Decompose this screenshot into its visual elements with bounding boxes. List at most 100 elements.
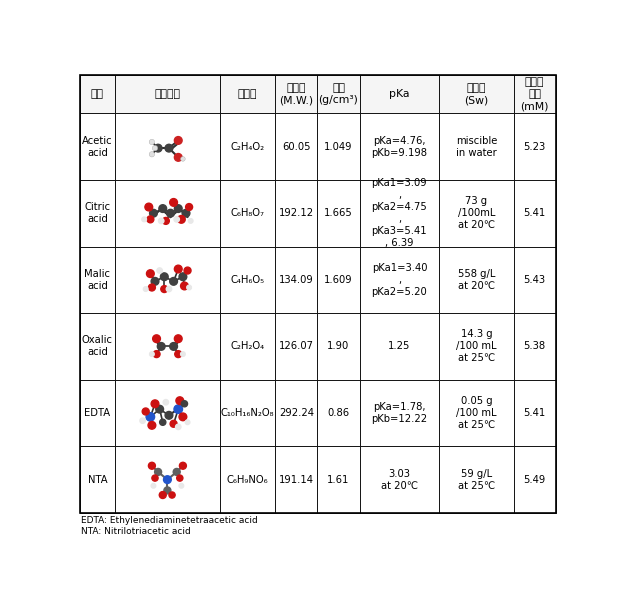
- Text: C₆H₈O₇: C₆H₈O₇: [231, 208, 265, 218]
- Text: 134.09: 134.09: [279, 275, 314, 285]
- Bar: [317, 446, 360, 513]
- Bar: [80, 75, 115, 114]
- Text: NTA: NTA: [87, 475, 107, 484]
- Text: 73 g
/100mL
at 20℃: 73 g /100mL at 20℃: [458, 196, 495, 230]
- Circle shape: [151, 400, 159, 408]
- Text: 5.41: 5.41: [523, 208, 546, 218]
- Bar: [275, 446, 317, 513]
- Bar: [317, 75, 360, 114]
- Bar: [440, 114, 513, 180]
- Circle shape: [156, 405, 164, 413]
- Bar: [220, 180, 275, 246]
- Bar: [275, 114, 317, 180]
- Circle shape: [179, 273, 187, 281]
- Bar: [220, 114, 275, 180]
- Circle shape: [157, 268, 162, 273]
- Text: 192.12: 192.12: [279, 208, 314, 218]
- Bar: [440, 446, 513, 513]
- Circle shape: [174, 217, 179, 222]
- Circle shape: [170, 199, 177, 207]
- Text: 1.61: 1.61: [327, 475, 350, 484]
- Bar: [513, 380, 556, 446]
- Bar: [80, 114, 115, 180]
- Text: 292.24: 292.24: [279, 408, 314, 418]
- Bar: [317, 313, 360, 380]
- Bar: [80, 313, 115, 380]
- Circle shape: [170, 277, 177, 285]
- Circle shape: [175, 351, 182, 358]
- Text: pKa: pKa: [389, 89, 410, 99]
- Text: 분자식: 분자식: [238, 89, 257, 99]
- Circle shape: [169, 492, 175, 498]
- Text: 1.25: 1.25: [388, 341, 410, 352]
- Circle shape: [179, 462, 187, 469]
- Circle shape: [164, 476, 171, 483]
- Bar: [275, 75, 317, 114]
- Circle shape: [185, 204, 193, 211]
- Text: 191.14: 191.14: [279, 475, 314, 484]
- Circle shape: [148, 422, 156, 429]
- Bar: [220, 313, 275, 380]
- Circle shape: [163, 399, 169, 405]
- Circle shape: [151, 277, 159, 285]
- Text: 5.49: 5.49: [523, 475, 546, 484]
- Bar: [220, 380, 275, 446]
- Circle shape: [177, 216, 185, 223]
- Text: 분자량
(M.W.): 분자량 (M.W.): [280, 83, 314, 105]
- Bar: [115, 313, 220, 380]
- Bar: [440, 75, 513, 114]
- Circle shape: [174, 205, 182, 213]
- Text: C₂H₂O₄: C₂H₂O₄: [231, 341, 265, 352]
- Circle shape: [166, 286, 172, 292]
- Circle shape: [152, 475, 158, 481]
- Circle shape: [174, 335, 182, 342]
- Bar: [317, 380, 360, 446]
- Bar: [220, 246, 275, 313]
- Circle shape: [161, 286, 168, 292]
- Bar: [317, 246, 360, 313]
- Bar: [317, 180, 360, 246]
- Circle shape: [175, 424, 181, 429]
- Text: 0.05 g
/100 mL
at 25℃: 0.05 g /100 mL at 25℃: [456, 396, 497, 430]
- Bar: [360, 313, 440, 380]
- Bar: [275, 380, 317, 446]
- Bar: [360, 114, 440, 180]
- Text: 558 g/L
at 20℃: 558 g/L at 20℃: [458, 269, 495, 291]
- Circle shape: [174, 137, 182, 144]
- Circle shape: [180, 282, 188, 290]
- Bar: [275, 246, 317, 313]
- Bar: [80, 446, 115, 513]
- Circle shape: [170, 420, 177, 427]
- Circle shape: [188, 219, 193, 223]
- Circle shape: [146, 270, 154, 277]
- Circle shape: [142, 217, 146, 222]
- Text: 용해도
(Sw): 용해도 (Sw): [464, 83, 489, 105]
- Text: EDTA: Ethylenediaminetetraacetic acid: EDTA: Ethylenediaminetetraacetic acid: [81, 516, 258, 525]
- Text: C₁₀H₁₆N₂O₈: C₁₀H₁₆N₂O₈: [221, 408, 275, 418]
- Circle shape: [148, 284, 156, 291]
- Circle shape: [159, 218, 164, 223]
- Text: 분자구조: 분자구조: [154, 89, 180, 99]
- Bar: [513, 313, 556, 380]
- Bar: [115, 114, 220, 180]
- Circle shape: [148, 462, 156, 469]
- Bar: [220, 446, 275, 513]
- Text: Citric
acid: Citric acid: [84, 202, 110, 224]
- Text: 구분: 구분: [91, 89, 104, 99]
- Bar: [115, 180, 220, 246]
- Bar: [115, 446, 220, 513]
- Circle shape: [181, 400, 187, 407]
- Circle shape: [154, 469, 162, 475]
- Text: 3.03
at 20℃: 3.03 at 20℃: [381, 469, 418, 490]
- Text: 1.665: 1.665: [324, 208, 353, 218]
- Text: Malic
acid: Malic acid: [84, 269, 110, 291]
- Circle shape: [180, 352, 185, 356]
- Text: miscible
in water: miscible in water: [456, 135, 497, 158]
- Bar: [275, 313, 317, 380]
- Circle shape: [167, 210, 174, 217]
- Circle shape: [140, 418, 145, 423]
- Circle shape: [149, 152, 154, 157]
- Circle shape: [159, 419, 166, 425]
- Bar: [115, 75, 220, 114]
- Text: 5.23: 5.23: [523, 141, 546, 152]
